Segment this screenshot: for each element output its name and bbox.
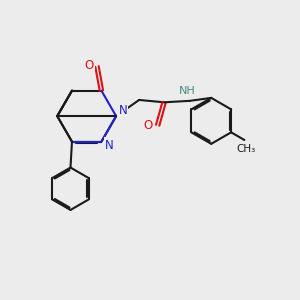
Text: O: O	[84, 58, 93, 71]
Text: O: O	[144, 119, 153, 132]
Text: CH₃: CH₃	[236, 144, 256, 154]
Text: NH: NH	[179, 86, 196, 96]
Text: N: N	[118, 104, 127, 117]
Text: N: N	[105, 139, 114, 152]
